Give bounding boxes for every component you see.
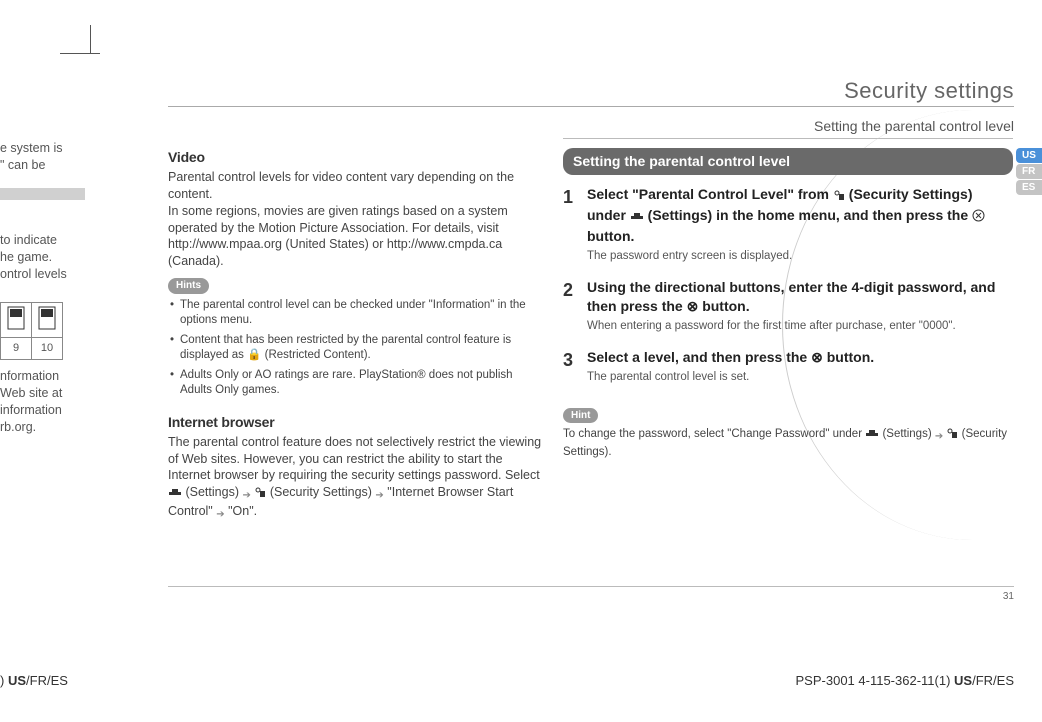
text-bold: US xyxy=(954,673,972,688)
text: PSP-3001 4-115-362-11(1) xyxy=(796,673,955,688)
rating-level-cell: 10 xyxy=(32,338,63,360)
text: The parental control feature does not se… xyxy=(168,435,541,483)
text: Select "Parental Control Level" from xyxy=(587,186,833,202)
security-icon xyxy=(254,486,266,503)
text-fragment: he game. xyxy=(0,249,85,266)
video-paragraph: Parental control levels for video conten… xyxy=(168,169,542,270)
text: "On". xyxy=(228,504,257,518)
hint-label: Hint xyxy=(563,408,598,424)
text: (Settings) xyxy=(185,485,242,499)
internet-heading: Internet browser xyxy=(168,413,542,432)
step-3: 3 Select a level, and then press the ⊗ b… xyxy=(563,348,1013,385)
text: To change the password, select "Change P… xyxy=(563,428,865,440)
previous-page-fragment: e system is " can be to indicate he game… xyxy=(0,140,85,436)
arrow-icon: ➔ xyxy=(935,430,943,444)
text-fragment: nformation xyxy=(0,368,85,385)
divider xyxy=(168,106,1014,107)
text: (Security Settings) xyxy=(270,485,376,499)
text-fragment: ontrol levels xyxy=(0,266,85,283)
settings-icon xyxy=(630,208,644,227)
internet-paragraph: The parental control feature does not se… xyxy=(168,434,542,522)
lang-tab-es: ES xyxy=(1016,180,1042,195)
hint-item: Content that has been restricted by the … xyxy=(168,333,542,364)
right-column: Setting the parental control level 1 Sel… xyxy=(563,148,1013,460)
step-note: When entering a password for the first t… xyxy=(587,319,1013,335)
video-heading: Video xyxy=(168,148,542,167)
text-fragment: to indicate xyxy=(0,232,85,249)
step-number: 1 xyxy=(563,185,587,264)
step-title: Using the directional buttons, enter the… xyxy=(587,278,1013,316)
hints-list: The parental control level can be checke… xyxy=(168,298,542,399)
text-fragment: Web site at xyxy=(0,385,85,402)
rating-table-fragment: 910 xyxy=(0,302,63,360)
section-title: Security settings xyxy=(844,78,1014,104)
arrow-icon: ➔ xyxy=(216,508,224,522)
step-note: The password entry screen is displayed. xyxy=(587,249,1013,265)
step-number: 2 xyxy=(563,278,587,334)
settings-icon xyxy=(865,429,879,445)
text-fragment: " can be xyxy=(0,157,85,174)
crop-mark xyxy=(60,53,100,54)
text: (Settings) in the home menu, and then pr… xyxy=(648,207,972,223)
lang-tab-fr: FR xyxy=(1016,164,1042,179)
language-tabs: US FR ES xyxy=(1016,148,1042,196)
divider xyxy=(168,586,1014,587)
step-note: The parental control level is set. xyxy=(587,370,1013,386)
security-icon xyxy=(946,427,958,445)
text-fragment: rb.org. xyxy=(0,419,85,436)
lang-tab-us: US xyxy=(1016,148,1042,163)
settings-icon xyxy=(168,486,182,503)
page-number: 31 xyxy=(1003,591,1014,602)
rating-icon-cell xyxy=(1,303,32,338)
text: button. xyxy=(587,228,634,244)
x-button-icon xyxy=(972,208,985,227)
text: /FR/ES xyxy=(26,673,68,688)
text-bold: US xyxy=(8,673,26,688)
left-column: Video Parental control levels for video … xyxy=(168,148,542,522)
security-icon xyxy=(833,187,845,206)
text: (Settings) xyxy=(882,428,934,440)
step-number: 3 xyxy=(563,348,587,385)
footer-right: PSP-3001 4-115-362-11(1) US/FR/ES xyxy=(796,673,1014,688)
arrow-icon: ➔ xyxy=(242,489,250,503)
hint-text: To change the password, select "Change P… xyxy=(563,427,1013,460)
arrow-icon: ➔ xyxy=(375,489,383,503)
hint-item: Adults Only or AO ratings are rare. Play… xyxy=(168,368,542,399)
hint-item: The parental control level can be checke… xyxy=(168,298,542,329)
text-fragment: e system is xyxy=(0,140,85,157)
rating-icon-cell xyxy=(32,303,63,338)
footer-left: ) US/FR/ES xyxy=(0,673,68,688)
crop-mark xyxy=(90,25,91,53)
text: /FR/ES xyxy=(972,673,1014,688)
section-bar: Setting the parental control level xyxy=(563,148,1013,175)
step-title: Select a level, and then press the ⊗ but… xyxy=(587,348,1013,367)
hints-label: Hints xyxy=(168,278,209,294)
step-title: Select "Parental Control Level" from (Se… xyxy=(587,185,1013,246)
step-2: 2 Using the directional buttons, enter t… xyxy=(563,278,1013,334)
text: ) xyxy=(0,673,8,688)
text-fragment: information xyxy=(0,402,85,419)
gray-bar-fragment xyxy=(0,188,85,200)
step-1: 1 Select "Parental Control Level" from (… xyxy=(563,185,1013,264)
rating-level-cell: 9 xyxy=(1,338,32,360)
